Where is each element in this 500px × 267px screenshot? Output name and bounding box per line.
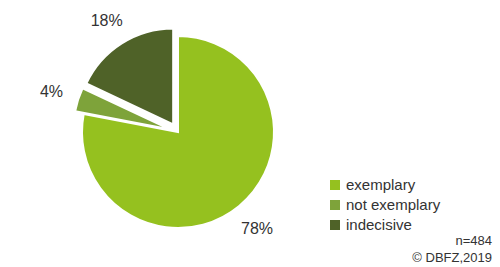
legend-swatch <box>330 200 340 210</box>
data-label: 78% <box>241 220 273 237</box>
data-label: 18% <box>91 12 123 29</box>
chart-container: 78% 4% 18% exemplary not exemplary indecisive… <box>0 0 500 267</box>
legend-swatch <box>330 220 340 230</box>
legend-label: not exemplary <box>346 196 441 213</box>
pie-slice <box>86 28 173 124</box>
data-label: 4% <box>40 83 63 100</box>
annotation: n=484 <box>455 233 492 248</box>
legend-label: indecisive <box>346 216 412 233</box>
legend-label: exemplary <box>346 176 416 193</box>
annotation: © DBFZ,2019 <box>412 250 492 265</box>
chart: 78% 4% 18% exemplary not exemplary indecisive… <box>0 0 500 267</box>
legend-swatch <box>330 180 340 190</box>
slices <box>75 28 274 228</box>
legend: exemplary not exemplary indecisive <box>330 176 441 233</box>
data-labels: 78% 4% 18% <box>40 12 273 237</box>
annotations: n=484 © DBFZ,2019 <box>412 233 492 265</box>
